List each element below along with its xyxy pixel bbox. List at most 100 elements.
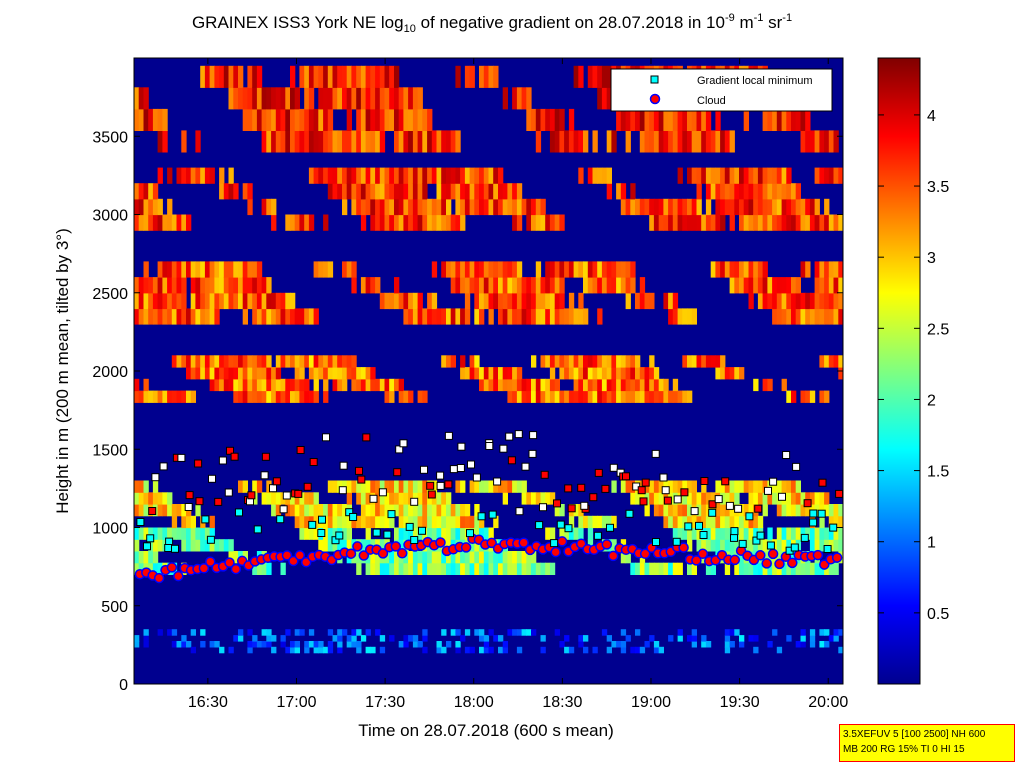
heatmap-cell	[616, 367, 622, 380]
heatmap-cell	[682, 515, 688, 529]
heatmap-cell	[318, 261, 324, 278]
heatmap-cell	[134, 480, 140, 493]
heatmap-cell	[819, 539, 825, 552]
heatmap-cell	[498, 183, 504, 200]
heatmap-cell	[474, 277, 480, 294]
heatmap-cell	[767, 108, 773, 131]
heatmap-cell	[611, 261, 617, 278]
heatmap-cell	[389, 562, 395, 575]
heatmap-cell	[545, 562, 551, 575]
heatmap-cell	[531, 355, 537, 368]
heatmap-cell	[663, 108, 669, 131]
heatmap-cell	[446, 214, 452, 231]
heatmap-cell	[398, 480, 404, 493]
heatmap-cell	[460, 167, 466, 184]
heatmap-cell	[578, 355, 584, 368]
heatmap-cell	[200, 641, 206, 648]
heatmap-cell	[805, 562, 811, 575]
heatmap-cell	[450, 183, 456, 200]
heatmap-cell	[313, 167, 319, 184]
heatmap-cell	[228, 367, 234, 380]
gradient-minimum-marker	[355, 466, 363, 475]
heatmap-cell	[672, 562, 679, 575]
heatmap-cell	[663, 130, 669, 153]
heatmap-cell	[167, 292, 173, 310]
heatmap-cell	[757, 292, 764, 310]
heatmap-cell	[441, 646, 447, 654]
heatmap-cell	[323, 646, 329, 654]
heatmap-cell	[256, 480, 263, 493]
heatmap-cell	[464, 183, 471, 200]
heatmap-cell	[710, 527, 716, 540]
heatmap-cell	[436, 527, 442, 540]
heatmap-cell	[573, 355, 579, 368]
heatmap-cell	[819, 261, 825, 278]
heatmap-cell	[809, 527, 816, 540]
heatmap-cell	[261, 292, 267, 310]
heatmap-cell	[809, 214, 816, 231]
heatmap-cell	[687, 214, 693, 231]
heatmap-cell	[441, 562, 447, 575]
heatmap-cell	[781, 527, 787, 540]
heatmap-cell	[422, 492, 428, 505]
heatmap-cell	[663, 214, 669, 231]
heatmap-cell	[299, 527, 305, 540]
heatmap-cell	[403, 492, 409, 505]
heatmap-cell	[157, 539, 163, 552]
heatmap-cell	[195, 130, 201, 153]
heatmap-cell	[828, 355, 835, 368]
heatmap-cell	[488, 527, 494, 540]
heatmap-cell	[705, 183, 712, 200]
heatmap-cell	[469, 183, 475, 200]
heatmap-cell	[464, 308, 471, 325]
heatmap-cell	[800, 504, 806, 517]
heatmap-cell	[384, 65, 390, 88]
gradient-minimum-marker	[577, 483, 586, 492]
cloud-marker	[358, 550, 370, 561]
heatmap-cell	[483, 562, 490, 575]
heatmap-cell	[753, 492, 759, 505]
heatmap-cell	[531, 214, 537, 231]
heatmap-cell	[308, 167, 315, 184]
heatmap-cell	[838, 504, 843, 517]
heatmap-cell	[266, 87, 272, 110]
heatmap-cell	[275, 292, 282, 310]
heatmap-cell	[639, 562, 646, 575]
gradient-minimum-marker	[276, 515, 285, 524]
heatmap-cell	[625, 378, 631, 392]
heatmap-cell	[266, 277, 272, 294]
heatmap-cell	[658, 390, 664, 403]
heatmap-cell	[356, 492, 362, 505]
heatmap-cell	[828, 527, 835, 540]
heatmap-cell	[271, 87, 277, 110]
heatmap-cell	[190, 527, 196, 540]
heatmap-cell	[446, 504, 452, 517]
heatmap-cell	[644, 641, 650, 648]
heatmap-cell	[138, 504, 144, 517]
heatmap-cell	[252, 562, 258, 575]
heatmap-cell	[469, 646, 475, 654]
heatmap-cell	[805, 504, 811, 517]
heatmap-cell	[375, 378, 381, 392]
heatmap-cell	[720, 214, 726, 231]
heatmap-cell	[308, 108, 315, 131]
heatmap-cell	[403, 551, 409, 564]
heatmap-cell	[157, 562, 163, 575]
heatmap-cell	[687, 515, 693, 529]
cloud-marker	[812, 549, 824, 561]
heatmap-cell	[238, 378, 244, 392]
heatmap-cell	[238, 292, 244, 310]
heatmap-cell	[776, 646, 783, 654]
heatmap-cell	[601, 261, 608, 278]
heatmap-cell	[204, 292, 211, 310]
heatmap-cell	[152, 551, 159, 564]
heatmap-cell	[620, 390, 627, 403]
heatmap-cell	[791, 551, 797, 564]
heatmap-cell	[138, 551, 144, 564]
heatmap-cell	[412, 480, 419, 493]
heatmap-cell	[734, 367, 740, 380]
heatmap-cell	[564, 527, 570, 540]
heatmap-cell	[668, 292, 674, 310]
heatmap-cell	[502, 183, 508, 200]
heatmap-cell	[677, 480, 683, 493]
